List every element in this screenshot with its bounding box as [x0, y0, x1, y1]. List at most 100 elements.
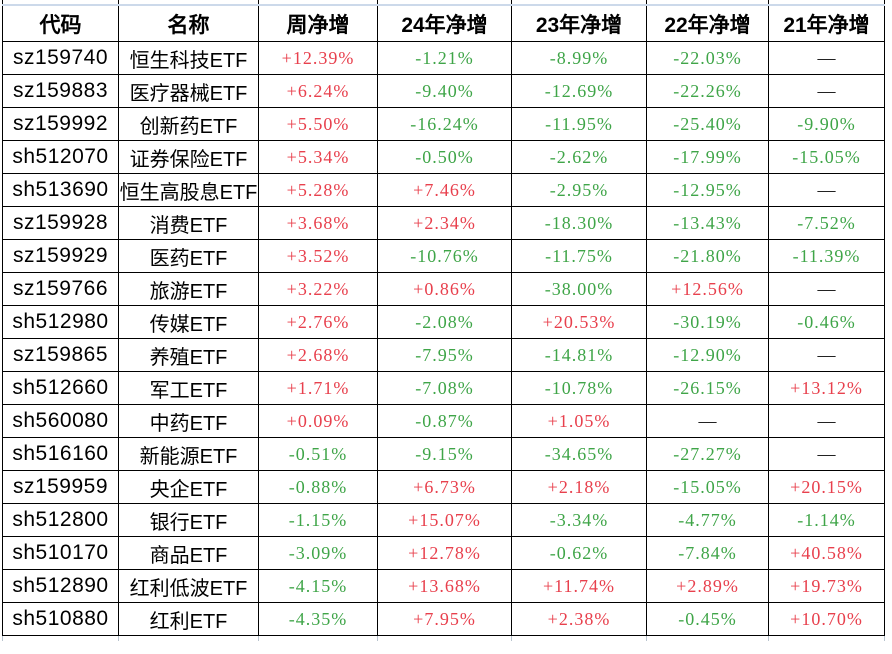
y21-value-cell[interactable]: -0.46% — [768, 305, 885, 339]
etf-name-cell[interactable]: 养殖ETF — [118, 338, 259, 372]
etf-name-cell[interactable]: 红利低波ETF — [118, 569, 259, 603]
etf-name-cell[interactable]: 医药ETF — [118, 239, 259, 273]
y22-value-cell[interactable]: -22.26% — [646, 74, 769, 108]
etf-name-cell[interactable]: 中药ETF — [118, 404, 259, 438]
etf-code-cell[interactable]: sh512890 — [2, 569, 119, 603]
week-value-cell[interactable]: -4.15% — [258, 569, 378, 603]
y21-value-cell[interactable]: -15.05% — [768, 140, 885, 174]
y22-value-cell[interactable]: -25.40% — [646, 107, 769, 141]
y22-value-cell[interactable]: -0.45% — [646, 602, 769, 636]
etf-code-cell[interactable]: sh513690 — [2, 173, 119, 207]
y21-value-cell[interactable]: -7.52% — [768, 206, 885, 240]
y21-value-cell[interactable]: — — [768, 437, 885, 471]
y22-value-cell[interactable]: -30.19% — [646, 305, 769, 339]
etf-name-cell[interactable]: 央企ETF — [118, 470, 259, 504]
y22-value-cell[interactable]: -12.90% — [646, 338, 769, 372]
y24-value-cell[interactable]: +7.95% — [377, 602, 512, 636]
week-value-cell[interactable]: +2.68% — [258, 338, 378, 372]
y23-value-cell[interactable]: +2.18% — [511, 470, 647, 504]
etf-code-cell[interactable]: sz159959 — [2, 470, 119, 504]
y21-value-cell[interactable]: — — [768, 404, 885, 438]
etf-name-cell[interactable]: 军工ETF — [118, 371, 259, 405]
y23-value-cell[interactable]: -34.65% — [511, 437, 647, 471]
header-cell-y21[interactable]: 21年净增 — [768, 4, 885, 42]
week-value-cell[interactable]: +1.71% — [258, 371, 378, 405]
y21-value-cell[interactable]: +19.73% — [768, 569, 885, 603]
y21-value-cell[interactable]: +40.58% — [768, 536, 885, 570]
etf-name-cell[interactable]: 红利ETF — [118, 602, 259, 636]
y23-value-cell[interactable]: +2.38% — [511, 602, 647, 636]
y21-value-cell[interactable]: -9.90% — [768, 107, 885, 141]
y22-value-cell[interactable]: -4.77% — [646, 503, 769, 537]
y24-value-cell[interactable]: -0.87% — [377, 404, 512, 438]
y22-value-cell[interactable]: -21.80% — [646, 239, 769, 273]
etf-code-cell[interactable]: sh510880 — [2, 602, 119, 636]
y21-value-cell[interactable]: — — [768, 338, 885, 372]
y23-value-cell[interactable]: -18.30% — [511, 206, 647, 240]
y22-value-cell[interactable]: -26.15% — [646, 371, 769, 405]
y23-value-cell[interactable]: -3.34% — [511, 503, 647, 537]
y22-value-cell[interactable]: -17.99% — [646, 140, 769, 174]
week-value-cell[interactable]: -3.09% — [258, 536, 378, 570]
etf-name-cell[interactable]: 创新药ETF — [118, 107, 259, 141]
week-value-cell[interactable]: -4.35% — [258, 602, 378, 636]
week-value-cell[interactable]: -1.15% — [258, 503, 378, 537]
y21-value-cell[interactable]: -11.39% — [768, 239, 885, 273]
etf-code-cell[interactable]: sz159992 — [2, 107, 119, 141]
etf-code-cell[interactable]: sh512980 — [2, 305, 119, 339]
week-value-cell[interactable]: -0.88% — [258, 470, 378, 504]
y24-value-cell[interactable]: +7.46% — [377, 173, 512, 207]
etf-name-cell[interactable]: 证券保险ETF — [118, 140, 259, 174]
etf-name-cell[interactable]: 银行ETF — [118, 503, 259, 537]
y23-value-cell[interactable]: -8.99% — [511, 41, 647, 75]
etf-name-cell[interactable]: 商品ETF — [118, 536, 259, 570]
week-value-cell[interactable]: +6.24% — [258, 74, 378, 108]
etf-code-cell[interactable]: sz159740 — [2, 41, 119, 75]
week-value-cell[interactable]: -0.51% — [258, 437, 378, 471]
header-cell-code[interactable]: 代码 — [2, 4, 119, 42]
y22-value-cell[interactable]: +12.56% — [646, 272, 769, 306]
etf-code-cell[interactable]: sh512660 — [2, 371, 119, 405]
y21-value-cell[interactable]: — — [768, 74, 885, 108]
y21-value-cell[interactable]: — — [768, 272, 885, 306]
y24-value-cell[interactable]: +2.34% — [377, 206, 512, 240]
etf-code-cell[interactable]: sh516160 — [2, 437, 119, 471]
etf-name-cell[interactable]: 恒生科技ETF — [118, 41, 259, 75]
y24-value-cell[interactable]: -9.40% — [377, 74, 512, 108]
y24-value-cell[interactable]: -7.95% — [377, 338, 512, 372]
week-value-cell[interactable]: +3.22% — [258, 272, 378, 306]
y24-value-cell[interactable]: +0.86% — [377, 272, 512, 306]
y24-value-cell[interactable]: -9.15% — [377, 437, 512, 471]
y24-value-cell[interactable]: -7.08% — [377, 371, 512, 405]
y22-value-cell[interactable]: — — [646, 404, 769, 438]
y24-value-cell[interactable]: -10.76% — [377, 239, 512, 273]
y24-value-cell[interactable]: +15.07% — [377, 503, 512, 537]
y22-value-cell[interactable]: -12.95% — [646, 173, 769, 207]
etf-code-cell[interactable]: sh512800 — [2, 503, 119, 537]
y22-value-cell[interactable]: -27.27% — [646, 437, 769, 471]
y22-value-cell[interactable]: -22.03% — [646, 41, 769, 75]
etf-code-cell[interactable]: sh512070 — [2, 140, 119, 174]
y22-value-cell[interactable]: -7.84% — [646, 536, 769, 570]
y23-value-cell[interactable]: +11.74% — [511, 569, 647, 603]
y21-value-cell[interactable]: -1.14% — [768, 503, 885, 537]
etf-name-cell[interactable]: 新能源ETF — [118, 437, 259, 471]
y22-value-cell[interactable]: -13.43% — [646, 206, 769, 240]
y23-value-cell[interactable]: -12.69% — [511, 74, 647, 108]
y24-value-cell[interactable]: +6.73% — [377, 470, 512, 504]
etf-code-cell[interactable]: sz159929 — [2, 239, 119, 273]
y24-value-cell[interactable]: -2.08% — [377, 305, 512, 339]
etf-code-cell[interactable]: sz159928 — [2, 206, 119, 240]
week-value-cell[interactable]: +3.52% — [258, 239, 378, 273]
week-value-cell[interactable]: +12.39% — [258, 41, 378, 75]
y21-value-cell[interactable]: +20.15% — [768, 470, 885, 504]
y21-value-cell[interactable]: — — [768, 173, 885, 207]
week-value-cell[interactable]: +5.34% — [258, 140, 378, 174]
y24-value-cell[interactable]: +12.78% — [377, 536, 512, 570]
header-cell-y24[interactable]: 24年净增 — [377, 4, 512, 42]
y22-value-cell[interactable]: -15.05% — [646, 470, 769, 504]
y23-value-cell[interactable]: -11.95% — [511, 107, 647, 141]
etf-name-cell[interactable]: 传媒ETF — [118, 305, 259, 339]
header-cell-name[interactable]: 名称 — [118, 4, 259, 42]
y24-value-cell[interactable]: -16.24% — [377, 107, 512, 141]
